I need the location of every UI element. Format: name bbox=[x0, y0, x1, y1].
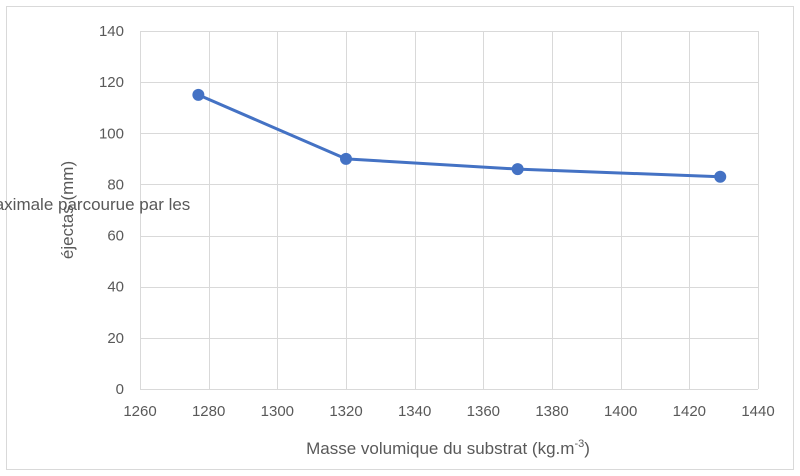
x-tick-label: 1300 bbox=[261, 403, 294, 420]
y-tick-label: 0 bbox=[116, 381, 124, 398]
x-axis-title-suffix: ) bbox=[584, 439, 590, 458]
series-layer bbox=[192, 88, 727, 183]
x-tick-label: 1360 bbox=[467, 403, 500, 420]
y-axis-title-line-2-text: éjectas (mm) bbox=[58, 161, 77, 259]
y-axis-tick-labels: 0 20 40 60 80 100 120 140 bbox=[99, 23, 124, 398]
y-axis-title: Distance maximale parcourue par les bbox=[0, 195, 190, 214]
x-axis-title-superscript: -3 bbox=[574, 438, 584, 450]
y-axis-title-line-1: Distance maximale parcourue par les bbox=[0, 195, 190, 214]
x-tick-label: 1260 bbox=[123, 403, 156, 420]
y-tick-label: 40 bbox=[107, 279, 124, 296]
y-tick-label: 140 bbox=[99, 23, 124, 40]
data-point bbox=[340, 152, 352, 165]
x-tick-label: 1400 bbox=[604, 403, 637, 420]
x-tick-label: 1380 bbox=[535, 403, 568, 420]
y-tick-label: 100 bbox=[99, 125, 124, 142]
y-tick-label: 80 bbox=[107, 176, 124, 193]
vertical-gridlines bbox=[140, 31, 759, 389]
x-tick-label: 1280 bbox=[192, 403, 225, 420]
x-axis-tick-labels: 1260 1280 1300 1320 1340 1360 1380 1400 1420 1440 bbox=[123, 403, 774, 420]
x-axis-title: Masse volumique du substrat (kg.m-3) bbox=[306, 438, 590, 458]
data-point bbox=[714, 170, 727, 183]
x-tick-label: 1340 bbox=[398, 403, 431, 420]
x-tick-label: 1420 bbox=[673, 403, 706, 420]
series-line bbox=[197, 93, 721, 179]
data-point bbox=[192, 88, 205, 101]
y-tick-label: 60 bbox=[107, 228, 124, 245]
data-point bbox=[511, 163, 524, 176]
x-tick-label: 1440 bbox=[741, 403, 774, 420]
y-tick-label: 20 bbox=[107, 330, 124, 347]
x-tick-label: 1320 bbox=[329, 403, 362, 420]
chart-frame bbox=[6, 6, 794, 470]
horizontal-gridlines bbox=[140, 31, 758, 390]
x-axis-title-main: Masse volumique du substrat (kg.m bbox=[306, 439, 574, 458]
y-axis-title-line-2: éjectas (mm) bbox=[58, 161, 77, 259]
y-tick-label: 120 bbox=[99, 74, 124, 91]
